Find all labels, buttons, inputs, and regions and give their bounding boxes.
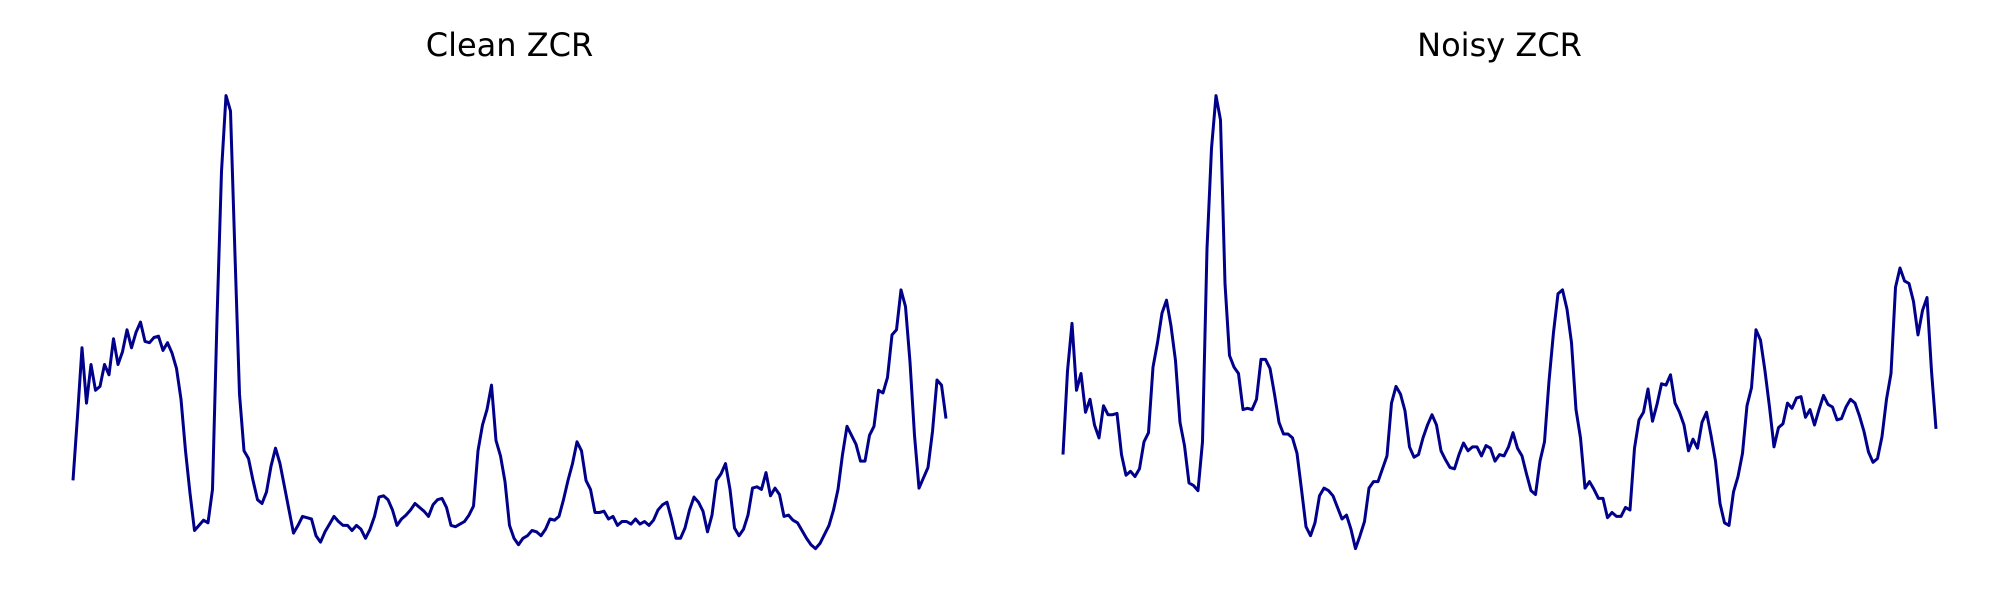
chart-title: Clean ZCR xyxy=(426,26,593,64)
chart-title: Noisy ZCR xyxy=(1417,26,1582,64)
data-line xyxy=(71,94,948,551)
data-line xyxy=(1061,94,1938,551)
